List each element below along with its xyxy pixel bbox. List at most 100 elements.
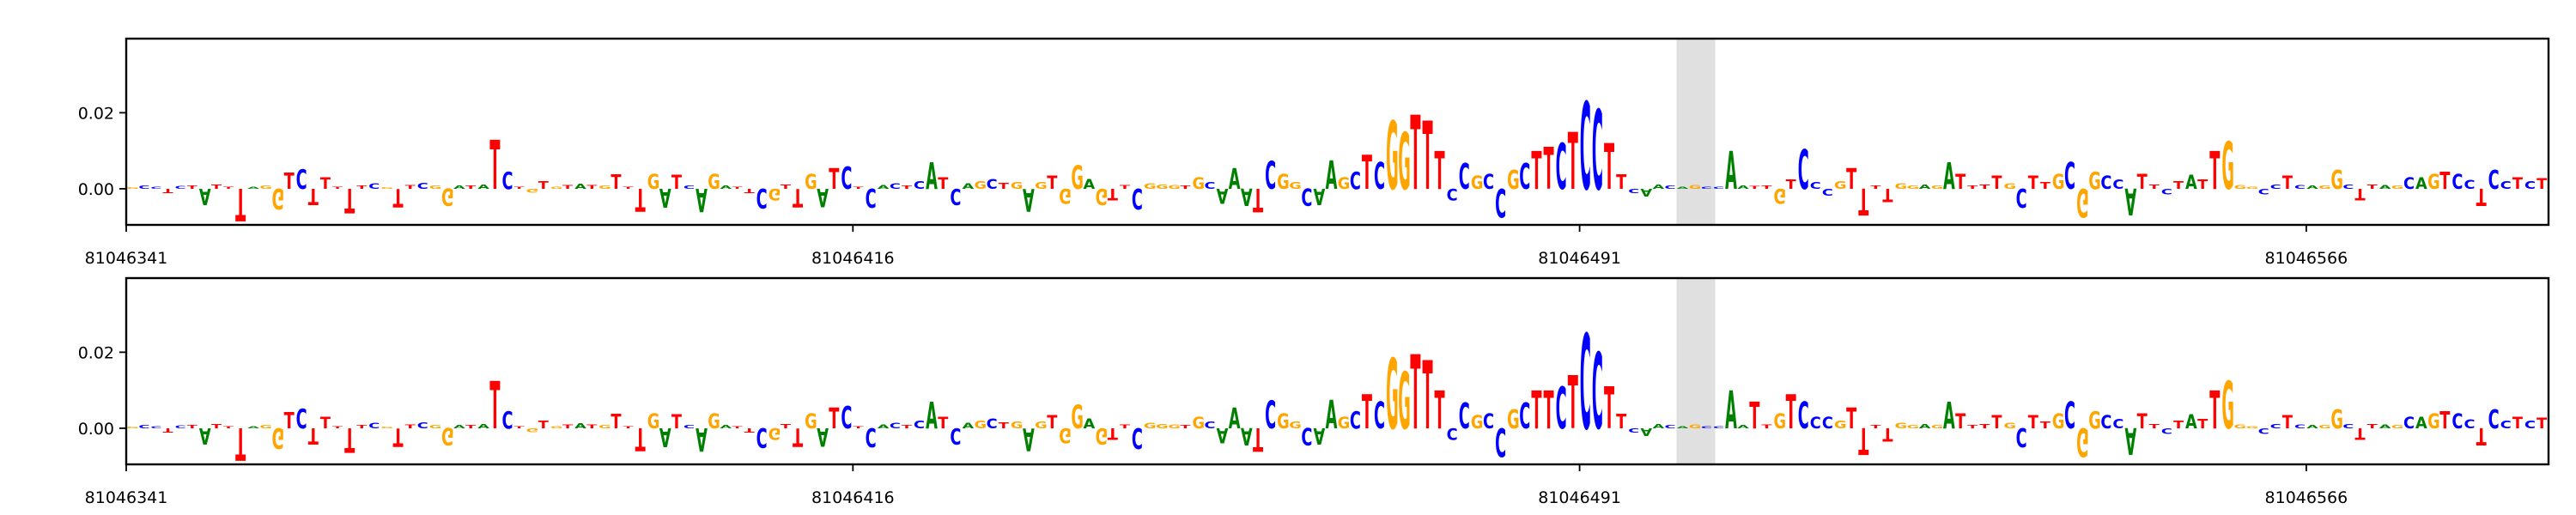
logo-letter-t: T — [2282, 172, 2293, 193]
logo-letter-t: T — [744, 187, 756, 193]
logo-letter-a: A — [453, 425, 466, 430]
logo-letter-a: A — [1652, 183, 1664, 191]
logo-letter-c: C — [2464, 177, 2475, 191]
logo-letter-c: C — [296, 404, 307, 436]
logo-letter-g: G — [2246, 186, 2259, 190]
logo-letter-g: G — [2003, 182, 2016, 191]
logo-letter-t: T — [2149, 422, 2160, 430]
logo-letter-t: T — [781, 183, 792, 191]
logo-letter-c: C — [1628, 427, 1639, 433]
logo-letter-c: C — [1822, 415, 1833, 433]
logo-letter-c: C — [756, 181, 768, 213]
logo-letter-a: A — [1652, 422, 1664, 430]
logo-letter-g: G — [1931, 424, 1944, 429]
y-tick-label: 0.00 — [78, 180, 114, 199]
logo-letter-g: G — [2318, 185, 2331, 190]
logo-letter-c: C — [1810, 415, 1821, 433]
logo-letter-t: T — [2209, 380, 2220, 441]
logo-letter-t: T — [2367, 184, 2379, 190]
logo-letter-t: T — [1967, 185, 1978, 190]
logo-letter-c: C — [2524, 179, 2536, 191]
logo-letter-c: C — [1205, 420, 1216, 431]
logo-letter-g: G — [647, 170, 660, 195]
logo-letter-a: A — [1677, 186, 1689, 190]
logo-letter-g: G — [1096, 183, 1109, 208]
logo-letter-t: T — [308, 422, 319, 448]
logo-letter-c: C — [368, 422, 380, 431]
logo-letter-t: T — [586, 185, 597, 191]
logo-letter-c: C — [2403, 175, 2415, 193]
logo-letter-c: C — [866, 183, 877, 213]
logo-letter-a: A — [1725, 380, 1737, 441]
logo-letter-a: A — [1217, 183, 1229, 208]
logo-letter-g: G — [1773, 183, 1786, 208]
logo-letter-t: T — [1531, 380, 1541, 441]
logo-letter-t: T — [635, 181, 646, 218]
logo-letter-t: T — [938, 415, 949, 433]
logo-letter-g: G — [1386, 338, 1399, 451]
x-tick-label: 81046416 — [811, 488, 895, 507]
logo-letter-c: C — [2488, 165, 2500, 195]
logo-letter-c: C — [1374, 155, 1385, 198]
logo-letter-g: G — [1907, 185, 1920, 191]
logo-letter-a: A — [659, 422, 671, 452]
logo-letter-g: G — [1035, 421, 1048, 430]
logo-letter-t: T — [744, 427, 756, 433]
logo-letter-t: T — [623, 426, 634, 429]
logo-letter-g: G — [598, 425, 611, 430]
logo-letter-t: T — [2537, 415, 2547, 433]
logo-letter-c: C — [2161, 426, 2172, 434]
logo-letter-c: C — [1701, 426, 1712, 429]
logo-letter-g: G — [2221, 129, 2234, 204]
logo-letter-t: T — [1616, 171, 1626, 194]
logo-letter-g: G — [1386, 102, 1399, 211]
logo-letter-g: G — [259, 425, 272, 430]
logo-letter-a: A — [199, 422, 211, 447]
logo-letter-t: T — [2137, 409, 2148, 434]
logo-letter-g: G — [1035, 181, 1048, 191]
logo-letter-t: T — [1991, 411, 2002, 433]
logo-letter-c: C — [2294, 424, 2306, 430]
logo-letter-t: T — [1882, 424, 1893, 445]
logo-letter-a: A — [1919, 183, 1931, 191]
logo-letter-t: T — [2476, 183, 2487, 209]
logo-letter-t: T — [1108, 424, 1119, 442]
logo-letter-a: A — [1241, 183, 1253, 209]
logo-letter-a: A — [659, 183, 671, 213]
logo-letter-t: T — [514, 426, 525, 429]
logo-letter-t: T — [514, 186, 525, 190]
logo-letter-c: C — [987, 176, 998, 192]
logo-letter-t: T — [332, 186, 343, 190]
logo-letter-t: T — [2282, 411, 2293, 433]
logo-letter-a: A — [1084, 416, 1097, 433]
logo-letter-c: C — [1350, 408, 1361, 434]
logo-letter-t: T — [1422, 342, 1432, 451]
logo-letter-t: T — [356, 424, 367, 429]
logo-letter-g: G — [2076, 418, 2089, 464]
highlight-region — [1676, 39, 1716, 225]
logo-letter-t: T — [1979, 422, 1990, 430]
logo-letter-c: C — [150, 186, 161, 190]
logo-letter-t: T — [356, 185, 367, 190]
logo-letter-t: T — [1991, 172, 2002, 193]
logo-letter-c: C — [2342, 422, 2354, 430]
logo-letter-g: G — [1773, 409, 1786, 434]
logo-letter-t: T — [308, 183, 319, 209]
logo-letter-a: A — [817, 183, 829, 212]
logo-letter-t: T — [586, 424, 597, 430]
logo-letter-t: T — [1786, 385, 1796, 440]
logo-letter-a: A — [878, 185, 890, 191]
logo-letter-t: T — [1846, 403, 1857, 436]
logo-letter-a: A — [1229, 403, 1241, 435]
logo-letter-c: C — [138, 425, 149, 430]
logo-letter-c: C — [2270, 423, 2281, 429]
logo-letter-g: G — [2233, 185, 2246, 191]
logo-letter-t: T — [902, 425, 912, 430]
logo-letter-g: G — [1192, 415, 1205, 433]
logo-letter-a: A — [2125, 179, 2137, 222]
logo-letter-c: C — [501, 168, 513, 195]
logo-letter-t: T — [344, 180, 355, 219]
logo-letter-t: T — [1616, 410, 1626, 433]
logo-letter-t: T — [1047, 172, 1058, 193]
logo-letter-t: T — [1047, 411, 1058, 433]
